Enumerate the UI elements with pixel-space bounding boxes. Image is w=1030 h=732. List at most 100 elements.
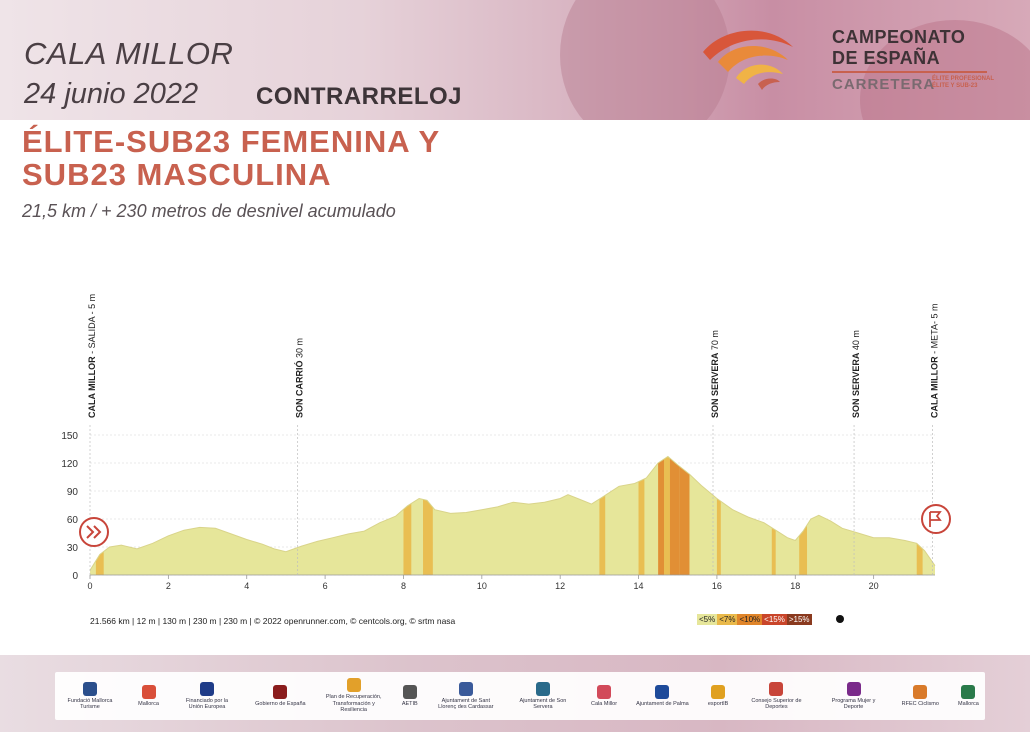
sponsor-icon bbox=[711, 684, 726, 699]
gradient-legend-item: <5% bbox=[697, 614, 718, 625]
y-tick-label: 60 bbox=[67, 515, 79, 526]
gradient-band bbox=[403, 503, 412, 575]
sponsor-logo: Mallorca bbox=[958, 684, 979, 708]
brand-line4a: ÉLITE PROFESIONAL bbox=[932, 76, 995, 82]
gradient-band bbox=[716, 498, 721, 575]
sponsor-name: Mallorca bbox=[138, 700, 159, 707]
waypoint-label: CALA MILLOR - META- 5 m bbox=[929, 304, 939, 419]
sponsor-icon bbox=[769, 681, 784, 696]
x-tick-label: 2 bbox=[166, 581, 171, 591]
waypoint-detail: 40 m bbox=[851, 330, 861, 353]
waypoint-detail: - META- 5 m bbox=[929, 304, 939, 357]
sponsor-icon bbox=[655, 684, 670, 699]
sponsor-icon bbox=[141, 684, 156, 699]
hashtag: #CEMallorca22 bbox=[692, 122, 990, 166]
sponsor-logo: esportIB bbox=[708, 684, 728, 708]
waypoint-label: SON CARRIÓ 30 m bbox=[294, 338, 305, 418]
elevation-area bbox=[90, 456, 935, 575]
waypoint-label: SON SERVERA 70 m bbox=[710, 330, 720, 418]
brand-line3: CARRETERA bbox=[832, 76, 936, 93]
sponsor-logo: Ajuntament de Sant Llorenç des Cardassar bbox=[437, 681, 495, 711]
sponsor-icon bbox=[535, 681, 550, 696]
gradient-band bbox=[638, 478, 645, 575]
start-chevron-icon bbox=[86, 525, 102, 539]
x-tick-label: 10 bbox=[477, 581, 487, 591]
town-title: CALA MILLOR bbox=[24, 36, 234, 71]
brand-line1: CAMPEONATO bbox=[832, 27, 966, 47]
brand-line4b: ÉLITE Y SUB-23 bbox=[932, 83, 978, 89]
x-tick-label: 4 bbox=[244, 581, 249, 591]
gradient-band bbox=[599, 495, 606, 575]
gradient-band bbox=[771, 527, 776, 575]
sponsor-logo: Programa Mujer y Deporte bbox=[825, 681, 883, 711]
sponsor-logo: Ajuntament de Palma bbox=[636, 684, 689, 708]
waypoint-name: CALA MILLOR bbox=[87, 356, 97, 418]
y-tick-label: 0 bbox=[72, 571, 78, 582]
x-tick-label: 16 bbox=[712, 581, 722, 591]
gradient-legend-item: >15% bbox=[786, 614, 812, 625]
gradient-band bbox=[669, 458, 680, 575]
route-stats: 21.566 km | 12 m | 130 m | 230 m | 230 m… bbox=[90, 616, 456, 626]
gradient-band bbox=[95, 551, 104, 575]
route-summary: 21,5 km / + 230 metros de desnivel acumu… bbox=[22, 201, 396, 221]
event-date: 24 junio 2022 bbox=[24, 78, 199, 110]
x-tick-label: 20 bbox=[869, 581, 879, 591]
y-tick-label: 90 bbox=[67, 487, 79, 498]
brand-divider bbox=[832, 71, 987, 73]
sponsor-logo: Fundació Mallorca Turisme bbox=[61, 681, 119, 711]
campeonato-logo-icon bbox=[703, 30, 793, 90]
x-tick-label: 14 bbox=[634, 581, 644, 591]
sponsor-icon bbox=[458, 681, 473, 696]
category-title-line2: SUB23 MASCULINA bbox=[22, 157, 332, 192]
waypoint-name: SON SERVERA bbox=[851, 352, 861, 418]
sponsor-logo: Ajuntament de Son Servera bbox=[514, 681, 572, 711]
gradient-band bbox=[658, 459, 665, 575]
finish-icon bbox=[921, 504, 951, 534]
sponsor-strip: Fundació Mallorca Turisme Mallorca Financi… bbox=[55, 672, 985, 720]
waypoint-label: SON SERVERA 40 m bbox=[851, 330, 861, 418]
sponsor-icon bbox=[273, 684, 288, 699]
sponsor-name: Cala Millor bbox=[591, 700, 618, 707]
sponsor-name: Ajuntament de Sant Llorenç des Cardassar bbox=[438, 697, 494, 711]
waypoint-label: CALA MILLOR - SALIDA - 5 m bbox=[87, 294, 97, 418]
gradient-legend-item: <15% bbox=[762, 614, 787, 625]
sponsor-logo: AETIB bbox=[402, 684, 418, 708]
sponsor-name: Ajuntament de Palma bbox=[636, 700, 689, 707]
sponsor-logo: RFEC Ciclismo bbox=[901, 684, 939, 708]
sponsor-icon bbox=[846, 681, 861, 696]
category-title-line1: ÉLITE-SUB23 FEMENINA Y bbox=[22, 124, 441, 159]
event-type: CONTRARRELOJ bbox=[256, 83, 463, 110]
brand-line2: DE ESPAÑA bbox=[832, 48, 941, 68]
sponsor-name: RFEC Ciclismo bbox=[901, 700, 939, 707]
gradient-band bbox=[916, 543, 923, 575]
sponsor-logo: Financiado por la Unión Europea bbox=[178, 681, 236, 711]
sponsor-name: Mallorca bbox=[958, 700, 979, 707]
x-tick-label: 0 bbox=[87, 581, 92, 591]
sponsor-name: Consejo Superior de Deportes bbox=[751, 697, 802, 711]
gradient-band bbox=[799, 525, 808, 575]
y-tick-label: 120 bbox=[61, 459, 78, 470]
legend-dot-icon bbox=[836, 615, 844, 623]
waypoint-detail: 30 m bbox=[295, 338, 305, 361]
x-tick-label: 6 bbox=[323, 581, 328, 591]
sponsor-name: Programa Mujer y Deporte bbox=[831, 697, 876, 711]
sponsor-logo: Gobierno de España bbox=[255, 684, 306, 708]
gradient-band bbox=[679, 466, 690, 575]
sponsor-icon bbox=[346, 678, 361, 693]
waypoint-name: SON SERVERA bbox=[710, 352, 720, 418]
sponsor-icon bbox=[597, 684, 612, 699]
finish-flag-icon bbox=[929, 511, 942, 527]
sponsor-logo: Cala Millor bbox=[591, 684, 618, 708]
sponsor-icon bbox=[913, 684, 928, 699]
waypoint-detail: - SALIDA - 5 m bbox=[87, 294, 97, 357]
sponsor-logo: Plan de Recuperación, Transformación y R… bbox=[325, 678, 383, 714]
sponsor-icon bbox=[83, 681, 97, 696]
sponsor-icon bbox=[402, 684, 417, 699]
x-tick-label: 8 bbox=[401, 581, 406, 591]
brand-line4: ÉLITE PROFESIONAL ÉLITE Y SUB-23 bbox=[932, 76, 994, 90]
elevation-outline bbox=[89, 455, 936, 571]
waypoint-name: CALA MILLOR bbox=[929, 356, 939, 418]
x-tick-label: 12 bbox=[555, 581, 565, 591]
sponsor-name: Plan de Recuperación, Transformación y R… bbox=[325, 694, 382, 714]
